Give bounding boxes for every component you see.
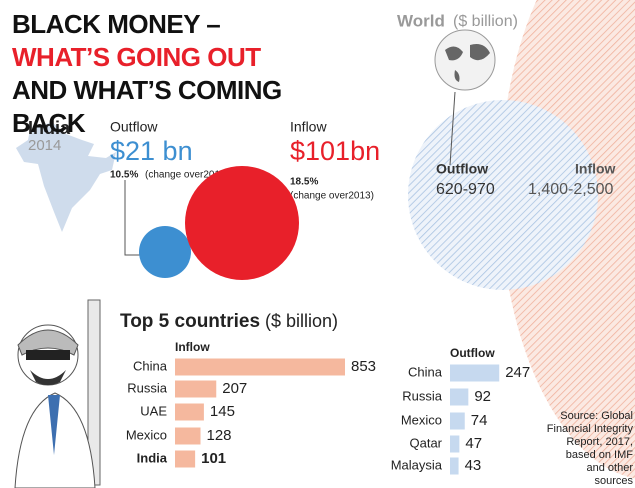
source-note: Source: Global Financial Integrity Repor… [546,410,633,487]
bar [450,457,459,475]
chart-title: Inflow [175,340,210,354]
bar [175,358,345,376]
india-outflow-value: $21 bn [110,136,193,166]
world-unit: ($ billion) [453,13,518,30]
category-label: Qatar [409,435,442,450]
category-label: India [137,450,168,465]
top5-title: Top 5 countries [120,311,260,332]
value-label: 128 [207,427,232,444]
globe-icon [434,29,496,91]
india-outflow-bubble [139,226,191,278]
bar [450,412,465,430]
india-name: India [28,118,71,138]
title-highlight: WHAT’S GOING OUT [12,42,261,72]
india-inflow-note: (change over2013) [290,191,374,202]
bar [175,427,201,445]
world-inflow-range: 1,400-2,500 [528,181,614,198]
india-inflow-change: 18.5% [290,177,318,188]
value-label: 47 [465,435,482,452]
category-label: China [408,364,443,379]
bar [175,450,196,468]
value-label: 207 [222,380,247,397]
india-year: 2014 [28,137,61,154]
category-label: Russia [127,380,168,395]
title-part: BLACK MONEY – [12,9,221,39]
value-label: 101 [201,450,226,467]
chart-title: Outflow [450,346,495,360]
value-label: 43 [465,457,482,474]
connector [449,91,456,166]
bar [450,388,469,406]
category-label: China [133,358,168,373]
category-label: Mexico [401,412,442,427]
value-label: 92 [474,388,491,405]
india-outflow-note: (change over2013) [145,170,229,181]
india-outflow-change: 10.5% [110,170,138,181]
category-label: Russia [402,388,443,403]
india-map [16,122,116,232]
india-inflow-bubble [185,166,299,280]
bar [175,380,217,398]
value-label: 247 [505,364,530,381]
india-outflow-label: Outflow [110,119,158,135]
india-inflow-value: $101bn [290,136,380,166]
value-label: 74 [471,412,488,429]
value-label: 145 [210,403,235,420]
world-title: World [397,11,445,30]
category-label: UAE [140,403,167,418]
india-inflow-label: Inflow [290,119,327,135]
bar [450,364,500,382]
value-label: 853 [351,358,376,375]
world-outflow-label: Outflow [436,161,488,177]
bar [450,435,460,453]
world-inflow-label: Inflow [575,161,616,177]
world-outflow-circle [408,100,598,290]
category-label: Mexico [126,427,167,442]
top5-unit: ($ billion) [265,311,338,331]
title-part: AND WHAT’S COMING BACK [12,75,282,138]
thief-illustration [14,299,101,488]
title: BLACK MONEY – WHAT’S GOING OUT AND WHAT’… [12,8,312,140]
category-label: Malaysia [391,457,443,472]
bar [175,403,204,421]
connector [124,180,140,256]
world-outflow-range: 620-970 [436,181,495,198]
globe-land [445,44,490,82]
